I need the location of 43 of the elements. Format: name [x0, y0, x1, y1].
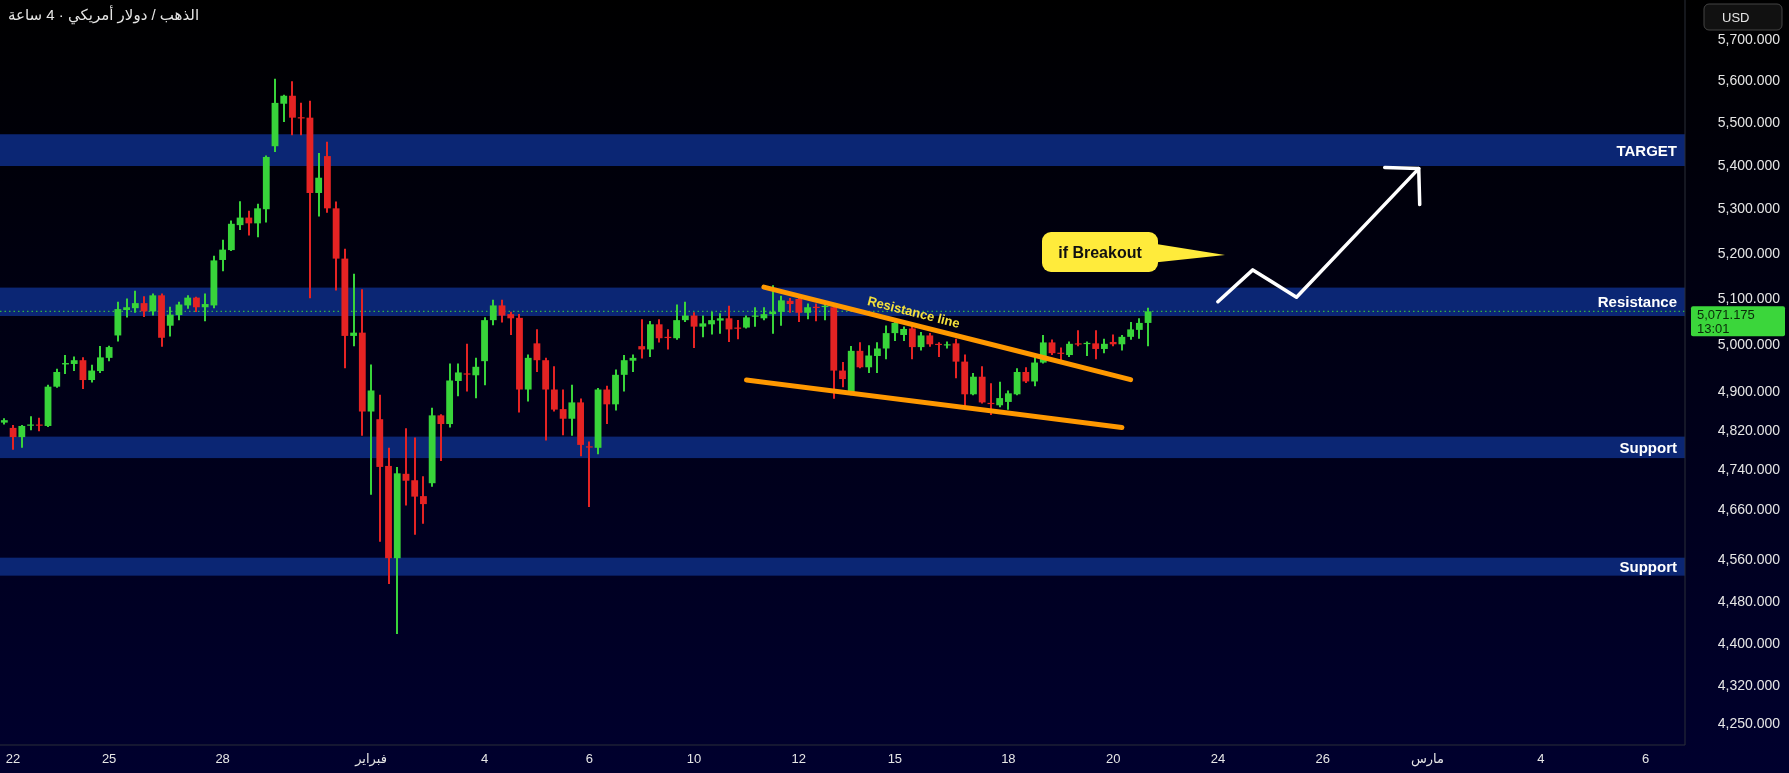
band-label: Support: [1619, 438, 1677, 456]
x-tick-label: 25: [101, 750, 117, 766]
x-tick-label: 12: [791, 750, 807, 766]
y-tick-label: 5,300.000: [1717, 200, 1781, 217]
y-tick-label: 5,600.000: [1717, 71, 1781, 88]
y-tick-label: 4,900.000: [1717, 383, 1781, 400]
y-tick-label: 4,660.000: [1717, 500, 1781, 517]
x-tick-label: مارس: [1410, 750, 1444, 767]
x-tick-label: 6: [1642, 750, 1650, 766]
x-tick-label: 15: [887, 750, 903, 766]
x-tick-label: 6: [585, 750, 593, 766]
y-tick-label: 5,200.000: [1717, 244, 1781, 261]
x-tick-label: 18: [1001, 750, 1016, 766]
y-tick-label: 4,400.000: [1717, 634, 1781, 651]
y-tick-label: 5,500.000: [1717, 113, 1781, 130]
x-tick-label: 26: [1315, 750, 1330, 766]
annotation: if Breakout: [1058, 243, 1143, 261]
band-label: Resistance: [1597, 293, 1677, 311]
x-tick-label: 20: [1105, 750, 1121, 766]
text: USD: [1722, 9, 1750, 25]
x-tick-label: 22: [5, 750, 21, 766]
x-tick-label: 28: [215, 750, 230, 766]
band-label: TARGET: [1616, 141, 1677, 159]
y-tick-label: 4,740.000: [1717, 460, 1781, 477]
x-tick-label: 4: [1537, 750, 1545, 766]
line-series: [1216, 166, 1421, 304]
y-tick-label: 5,000.000: [1717, 336, 1781, 353]
y-tick-label: 4,820.000: [1717, 421, 1781, 438]
y-tick-label: 4,320.000: [1717, 677, 1781, 694]
ref-line-label: 5,071.175: [1697, 306, 1755, 322]
x-tick-label: فبراير: [354, 750, 387, 767]
y-tick-label: 4,480.000: [1717, 592, 1781, 609]
band-label: Support: [1619, 558, 1677, 576]
chart-title: الذهب / دولار أمريكي · 4 ساعة: [8, 5, 200, 25]
y-tick-label: 5,400.000: [1717, 156, 1781, 173]
y-tick-label: 5,100.000: [1717, 290, 1781, 307]
y-tick-label: 4,560.000: [1717, 551, 1781, 568]
x-tick-label: 4: [480, 750, 489, 766]
x-tick-label: 10: [686, 750, 702, 766]
y-tick-label: 4,250.000: [1717, 715, 1781, 732]
text: 13:01: [1697, 320, 1730, 336]
x-tick-label: 24: [1210, 750, 1226, 766]
y-tick-label: 5,700.000: [1717, 30, 1781, 47]
